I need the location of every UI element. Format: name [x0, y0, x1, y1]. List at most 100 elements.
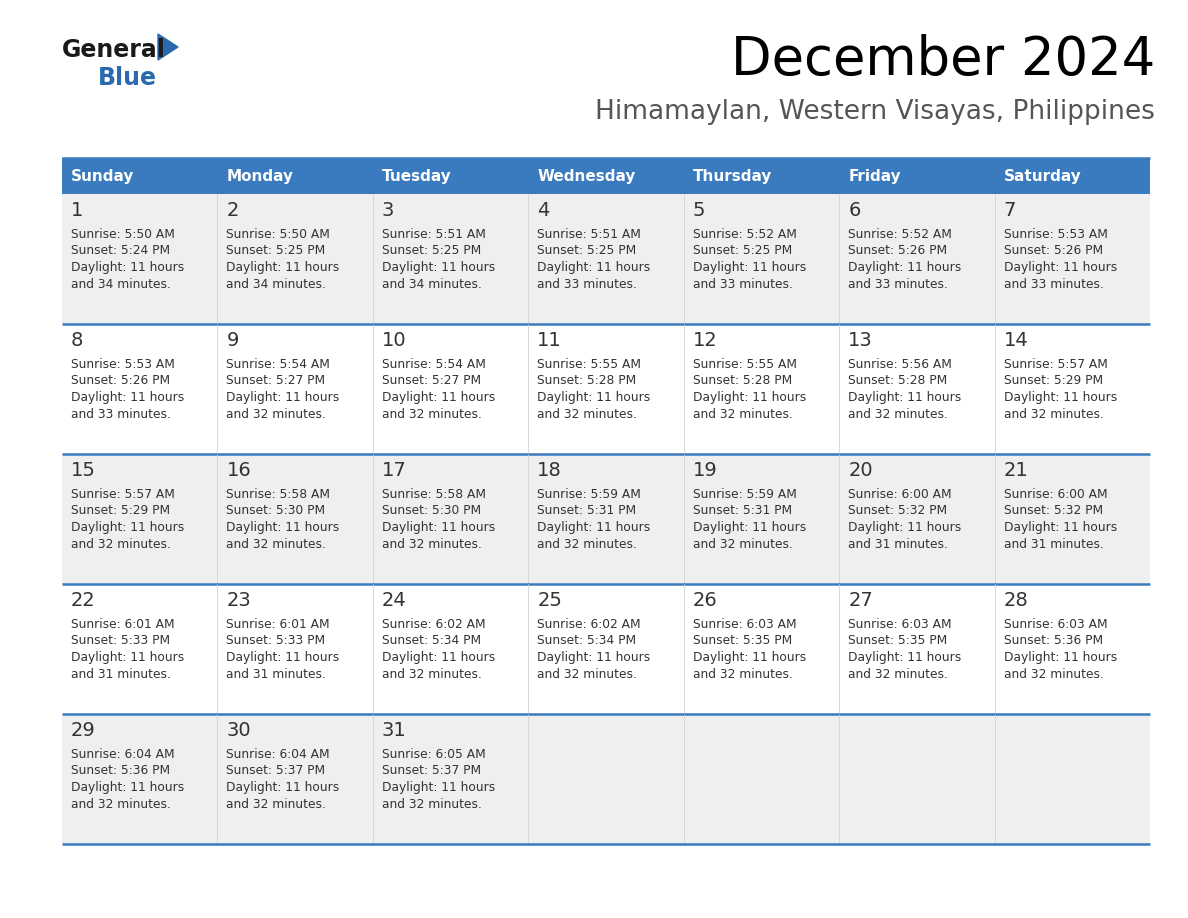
Text: 11: 11	[537, 330, 562, 350]
Text: Sunrise: 6:03 AM: Sunrise: 6:03 AM	[848, 618, 952, 631]
Text: and 32 minutes.: and 32 minutes.	[227, 538, 327, 551]
Text: Sunrise: 5:51 AM: Sunrise: 5:51 AM	[537, 228, 642, 241]
Text: and 32 minutes.: and 32 minutes.	[381, 538, 481, 551]
Text: Sunrise: 5:59 AM: Sunrise: 5:59 AM	[693, 487, 797, 500]
Text: and 32 minutes.: and 32 minutes.	[537, 408, 637, 420]
Text: Sunset: 5:29 PM: Sunset: 5:29 PM	[71, 505, 170, 518]
Text: Daylight: 11 hours: Daylight: 11 hours	[71, 262, 184, 274]
Text: Daylight: 11 hours: Daylight: 11 hours	[71, 781, 184, 794]
Text: Sunrise: 5:58 AM: Sunrise: 5:58 AM	[227, 487, 330, 500]
Text: Sunday: Sunday	[71, 169, 134, 184]
Text: Sunrise: 6:00 AM: Sunrise: 6:00 AM	[848, 487, 952, 500]
Text: and 32 minutes.: and 32 minutes.	[693, 667, 792, 680]
Text: Sunset: 5:36 PM: Sunset: 5:36 PM	[71, 765, 170, 778]
Text: Sunset: 5:34 PM: Sunset: 5:34 PM	[537, 634, 637, 647]
Text: Sunrise: 6:04 AM: Sunrise: 6:04 AM	[71, 747, 175, 760]
Text: Sunrise: 5:53 AM: Sunrise: 5:53 AM	[1004, 228, 1107, 241]
Text: Daylight: 11 hours: Daylight: 11 hours	[537, 391, 651, 405]
Text: 2: 2	[227, 200, 239, 219]
Text: 30: 30	[227, 721, 251, 740]
Text: Daylight: 11 hours: Daylight: 11 hours	[227, 262, 340, 274]
Text: Sunset: 5:35 PM: Sunset: 5:35 PM	[693, 634, 792, 647]
Text: Sunrise: 5:52 AM: Sunrise: 5:52 AM	[693, 228, 797, 241]
Text: and 31 minutes.: and 31 minutes.	[848, 538, 948, 551]
Text: and 31 minutes.: and 31 minutes.	[71, 667, 171, 680]
Text: 10: 10	[381, 330, 406, 350]
Text: 15: 15	[71, 461, 96, 479]
Polygon shape	[158, 34, 178, 60]
Text: Sunrise: 6:03 AM: Sunrise: 6:03 AM	[693, 618, 796, 631]
Text: 17: 17	[381, 461, 406, 479]
Text: and 32 minutes.: and 32 minutes.	[227, 408, 327, 420]
Text: Sunrise: 5:57 AM: Sunrise: 5:57 AM	[1004, 357, 1107, 371]
Text: 7: 7	[1004, 200, 1016, 219]
Text: Sunset: 5:30 PM: Sunset: 5:30 PM	[381, 505, 481, 518]
Text: Daylight: 11 hours: Daylight: 11 hours	[848, 391, 961, 405]
Text: Sunrise: 5:53 AM: Sunrise: 5:53 AM	[71, 357, 175, 371]
Text: and 33 minutes.: and 33 minutes.	[693, 277, 792, 290]
Text: Daylight: 11 hours: Daylight: 11 hours	[381, 391, 495, 405]
Text: 3: 3	[381, 200, 394, 219]
Text: Sunset: 5:30 PM: Sunset: 5:30 PM	[227, 505, 326, 518]
Text: Daylight: 11 hours: Daylight: 11 hours	[227, 521, 340, 534]
Text: Daylight: 11 hours: Daylight: 11 hours	[1004, 391, 1117, 405]
Text: Sunset: 5:28 PM: Sunset: 5:28 PM	[848, 375, 947, 387]
Text: Sunset: 5:34 PM: Sunset: 5:34 PM	[381, 634, 481, 647]
Text: Sunset: 5:25 PM: Sunset: 5:25 PM	[693, 244, 792, 258]
Text: and 33 minutes.: and 33 minutes.	[71, 408, 171, 420]
Text: and 32 minutes.: and 32 minutes.	[848, 408, 948, 420]
Text: Sunrise: 6:05 AM: Sunrise: 6:05 AM	[381, 747, 486, 760]
Text: Sunrise: 5:56 AM: Sunrise: 5:56 AM	[848, 357, 952, 371]
Text: Sunset: 5:25 PM: Sunset: 5:25 PM	[537, 244, 637, 258]
Text: 1: 1	[71, 200, 83, 219]
Text: Sunrise: 6:04 AM: Sunrise: 6:04 AM	[227, 747, 330, 760]
Text: 23: 23	[227, 590, 251, 610]
Text: Daylight: 11 hours: Daylight: 11 hours	[693, 652, 805, 665]
Text: Sunrise: 5:52 AM: Sunrise: 5:52 AM	[848, 228, 952, 241]
Text: Sunrise: 5:51 AM: Sunrise: 5:51 AM	[381, 228, 486, 241]
Text: Daylight: 11 hours: Daylight: 11 hours	[71, 391, 184, 405]
Text: and 34 minutes.: and 34 minutes.	[71, 277, 171, 290]
Text: 21: 21	[1004, 461, 1029, 479]
Text: Daylight: 11 hours: Daylight: 11 hours	[1004, 262, 1117, 274]
Text: Daylight: 11 hours: Daylight: 11 hours	[848, 262, 961, 274]
Text: Sunrise: 6:01 AM: Sunrise: 6:01 AM	[227, 618, 330, 631]
Text: Daylight: 11 hours: Daylight: 11 hours	[537, 262, 651, 274]
Text: Sunrise: 5:54 AM: Sunrise: 5:54 AM	[381, 357, 486, 371]
Text: 25: 25	[537, 590, 562, 610]
Text: 12: 12	[693, 330, 718, 350]
Text: Sunrise: 5:55 AM: Sunrise: 5:55 AM	[693, 357, 797, 371]
Bar	[62, 194, 1150, 324]
Text: and 32 minutes.: and 32 minutes.	[693, 408, 792, 420]
Text: and 32 minutes.: and 32 minutes.	[227, 798, 327, 811]
Text: and 32 minutes.: and 32 minutes.	[1004, 408, 1104, 420]
Text: 14: 14	[1004, 330, 1029, 350]
Text: Daylight: 11 hours: Daylight: 11 hours	[71, 521, 184, 534]
Text: Sunrise: 6:01 AM: Sunrise: 6:01 AM	[71, 618, 175, 631]
Text: Himamaylan, Western Visayas, Philippines: Himamaylan, Western Visayas, Philippines	[595, 99, 1155, 125]
Text: Saturday: Saturday	[1004, 169, 1081, 184]
Text: Sunrise: 5:58 AM: Sunrise: 5:58 AM	[381, 487, 486, 500]
Text: Sunset: 5:29 PM: Sunset: 5:29 PM	[1004, 375, 1102, 387]
Text: Sunset: 5:28 PM: Sunset: 5:28 PM	[693, 375, 792, 387]
Text: 5: 5	[693, 200, 706, 219]
Text: Wednesday: Wednesday	[537, 169, 636, 184]
Text: Sunset: 5:37 PM: Sunset: 5:37 PM	[381, 765, 481, 778]
Text: Daylight: 11 hours: Daylight: 11 hours	[1004, 652, 1117, 665]
Text: Sunset: 5:36 PM: Sunset: 5:36 PM	[1004, 634, 1102, 647]
Text: and 32 minutes.: and 32 minutes.	[537, 667, 637, 680]
Text: Sunset: 5:26 PM: Sunset: 5:26 PM	[848, 244, 947, 258]
Text: 29: 29	[71, 721, 96, 740]
Text: and 32 minutes.: and 32 minutes.	[71, 538, 171, 551]
Bar	[62, 584, 1150, 714]
Text: Sunset: 5:31 PM: Sunset: 5:31 PM	[537, 505, 637, 518]
Text: and 34 minutes.: and 34 minutes.	[227, 277, 327, 290]
Text: 28: 28	[1004, 590, 1029, 610]
Bar	[62, 324, 1150, 454]
Text: and 32 minutes.: and 32 minutes.	[693, 538, 792, 551]
Text: 27: 27	[848, 590, 873, 610]
Text: and 32 minutes.: and 32 minutes.	[537, 538, 637, 551]
Text: Daylight: 11 hours: Daylight: 11 hours	[381, 262, 495, 274]
Text: Sunrise: 5:59 AM: Sunrise: 5:59 AM	[537, 487, 642, 500]
Text: Sunset: 5:31 PM: Sunset: 5:31 PM	[693, 505, 792, 518]
